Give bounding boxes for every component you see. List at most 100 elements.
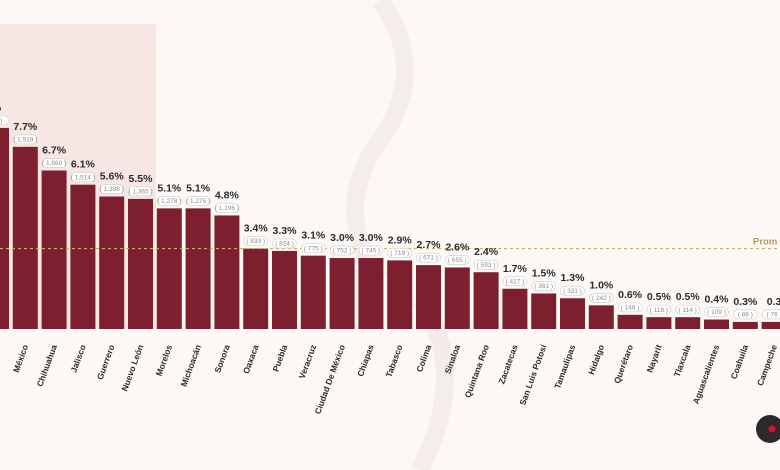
bar-value-label: 6.7% bbox=[42, 145, 67, 157]
category-label: Nayarit bbox=[645, 343, 664, 374]
bar bbox=[617, 314, 643, 329]
category-label: Colima bbox=[414, 343, 433, 373]
bar bbox=[416, 265, 441, 329]
count-pill bbox=[300, 243, 326, 254]
bar-value-label: 3.4% bbox=[244, 223, 269, 235]
bar-value-label: 0.5% bbox=[647, 291, 672, 303]
bar-count-label: ( 1,365 ) bbox=[128, 188, 152, 195]
bar-count-label: ( 833 ) bbox=[246, 238, 265, 245]
bars-group bbox=[0, 127, 780, 329]
category-label: Campeche bbox=[755, 343, 779, 387]
bar-count-label: ( 2 ) bbox=[0, 118, 2, 125]
bar-count-label: ( 593 ) bbox=[477, 262, 496, 269]
bar-count-label: ( 1,278 ) bbox=[157, 198, 181, 205]
category-label: Ciudad De México bbox=[313, 343, 347, 415]
category-label: Tlaxcala bbox=[672, 343, 693, 378]
bar bbox=[588, 305, 614, 329]
bar-value-label: 2.9% bbox=[388, 234, 413, 246]
bar-value-label: 1.3% bbox=[561, 272, 586, 284]
record-icon bbox=[768, 425, 776, 433]
bar bbox=[531, 293, 557, 329]
bar-value-label: 6.1% bbox=[71, 159, 96, 171]
bar-value-label: 0.5% bbox=[676, 291, 701, 303]
bar bbox=[128, 198, 153, 329]
count-pill bbox=[329, 245, 355, 256]
bar bbox=[272, 250, 297, 329]
category-label: Quintana Roo bbox=[463, 343, 491, 399]
bar-count-label: ( 745 ) bbox=[362, 248, 381, 255]
bar-value-label: 2.6% bbox=[445, 241, 470, 253]
bar bbox=[156, 208, 182, 329]
category-label: Sonora bbox=[212, 343, 232, 374]
bar bbox=[646, 317, 672, 329]
count-pill bbox=[588, 292, 614, 303]
bar-count-label: ( 752 ) bbox=[333, 248, 352, 255]
bar-count-label: ( 118 ) bbox=[650, 307, 668, 314]
category-label: Veracruz bbox=[297, 343, 319, 380]
bar-count-label: ( 1,514 ) bbox=[71, 174, 95, 181]
bar bbox=[387, 260, 413, 329]
bar bbox=[214, 215, 240, 329]
bar bbox=[41, 170, 67, 329]
record-button-bg[interactable] bbox=[756, 415, 780, 443]
count-pill bbox=[617, 302, 643, 313]
bar-value-label: 3.0% bbox=[330, 232, 355, 244]
bar bbox=[444, 267, 470, 329]
bar-value-label: 0.3 bbox=[767, 296, 780, 308]
category-labels-group: Baja California México Chihuahua Jalisco Gue… bbox=[0, 343, 779, 416]
count-pill bbox=[243, 236, 269, 246]
category-label: Nuevo León bbox=[119, 343, 145, 392]
count-pill bbox=[444, 255, 470, 265]
count-pill bbox=[387, 248, 413, 258]
category-label: Hidalgo bbox=[586, 343, 606, 376]
count-pill bbox=[732, 309, 758, 320]
bar-value-label: 1.5% bbox=[532, 268, 557, 280]
bar-count-label: ( 824 ) bbox=[275, 241, 294, 248]
bar-value-label: 1.0% bbox=[589, 279, 614, 291]
bar bbox=[732, 321, 758, 329]
bar bbox=[675, 317, 701, 329]
bar bbox=[12, 146, 38, 329]
bar-count-label: ( 242 ) bbox=[592, 295, 611, 302]
bar-count-label: ( 655 ) bbox=[448, 257, 467, 264]
bar-count-label: ( 1,660 ) bbox=[42, 160, 66, 167]
category-label: Tamaulipas bbox=[552, 343, 577, 390]
category-label: Oaxaca bbox=[241, 343, 261, 375]
bar-count-label: ( 1,398 ) bbox=[100, 186, 124, 193]
count-pill bbox=[704, 307, 729, 317]
count-pill bbox=[416, 252, 441, 263]
bar-count-label: ( 361 ) bbox=[534, 283, 553, 290]
bar-count-label: ( 1,275 ) bbox=[186, 198, 210, 205]
bar-count-label: ( 331 ) bbox=[563, 288, 582, 295]
bar-value-label: 0.3% bbox=[733, 296, 758, 308]
category-label: Jalisco bbox=[69, 343, 88, 374]
bar-value-label: 0.6% bbox=[618, 289, 643, 301]
record-button[interactable] bbox=[756, 415, 780, 443]
bar bbox=[243, 248, 269, 329]
count-pill bbox=[41, 158, 67, 168]
count-pill bbox=[128, 186, 153, 197]
bar-value-label: 0.4% bbox=[705, 294, 730, 306]
bar-count-label: ( 1,919 ) bbox=[13, 136, 37, 143]
category-label: Chiapas bbox=[355, 343, 376, 378]
category-label: Zacatecas bbox=[496, 343, 520, 385]
category-label: Coahuila bbox=[729, 343, 751, 380]
category-label: Tabasco bbox=[384, 343, 405, 378]
bar-count-label: ( 114 ) bbox=[679, 307, 697, 314]
average-label: Prom bbox=[753, 237, 777, 248]
category-label: Aguascalientes bbox=[691, 343, 722, 405]
count-pill bbox=[358, 245, 384, 256]
bar-value-label: 4.8% bbox=[215, 189, 240, 201]
count-pill bbox=[99, 184, 125, 194]
bar-value-label: % bbox=[0, 102, 2, 114]
bar-value-label: 3.3% bbox=[273, 225, 298, 237]
bar-count-label: ( 86 ) bbox=[738, 312, 753, 319]
bar-value-label: 1.7% bbox=[503, 263, 528, 275]
count-pill bbox=[12, 134, 38, 145]
bar-value-label: 5.5% bbox=[129, 173, 154, 185]
count-pill bbox=[560, 285, 585, 296]
bar-value-label: 5.1% bbox=[157, 182, 182, 194]
category-label: San Luis Potosí bbox=[517, 343, 548, 407]
bar bbox=[704, 319, 729, 329]
